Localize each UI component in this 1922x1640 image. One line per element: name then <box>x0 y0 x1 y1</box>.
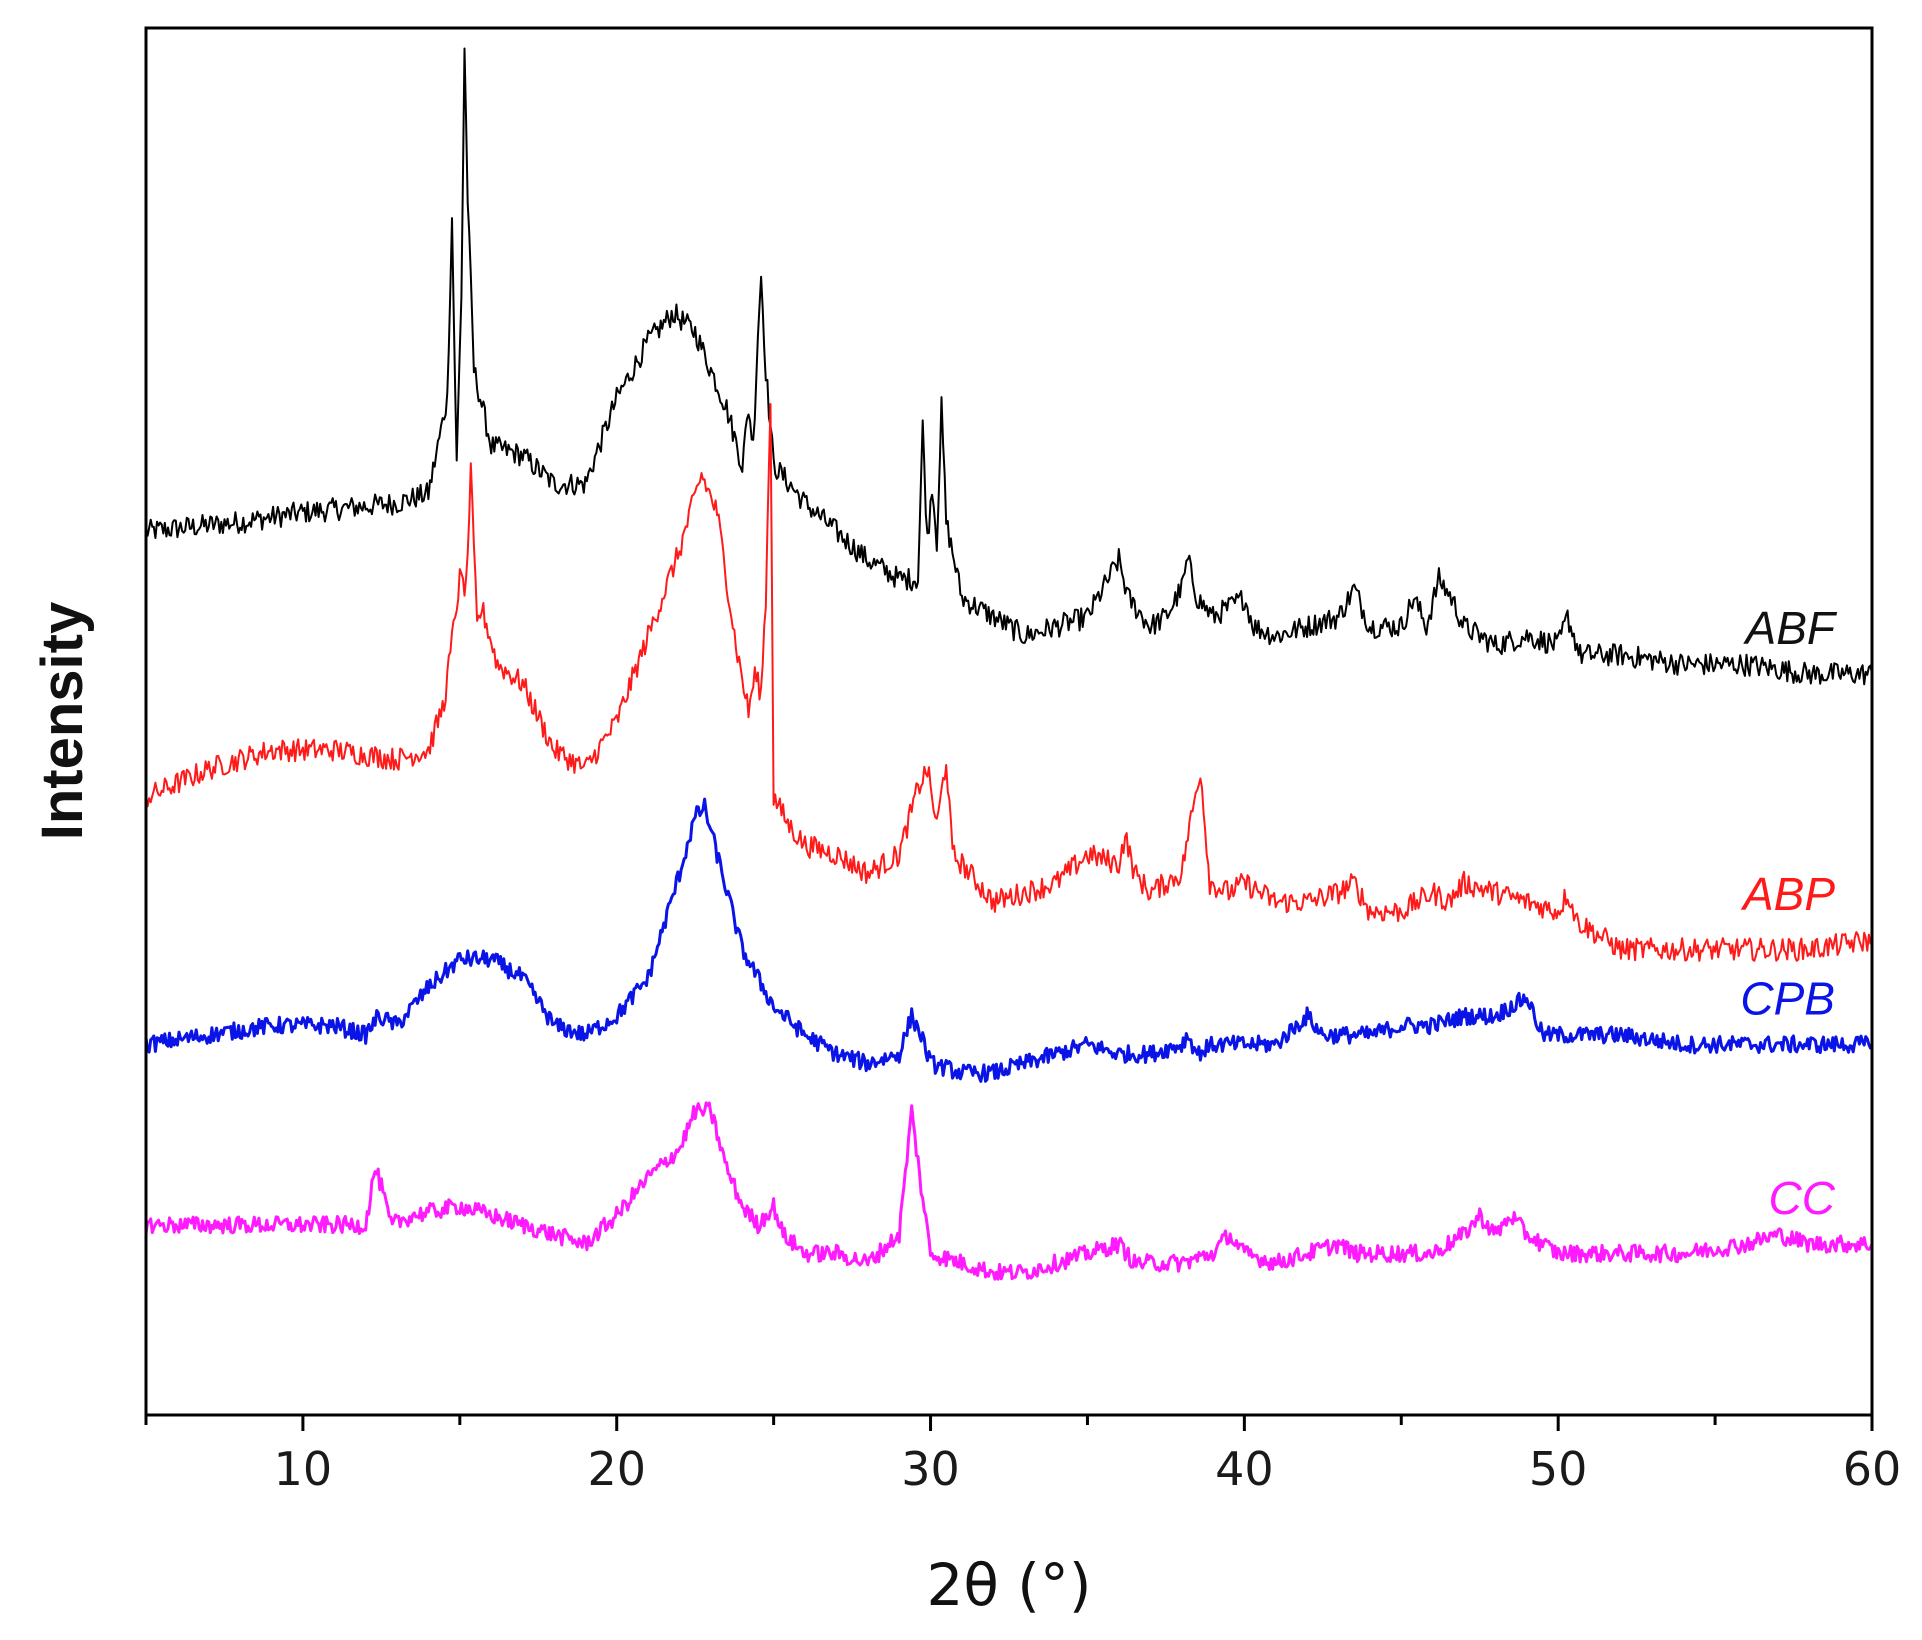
series-line-cc <box>144 1101 1874 1281</box>
x-tick-label: 40 <box>1215 1442 1274 1496</box>
series-label-cc: CC <box>1769 1172 1836 1224</box>
y-axis-title: Intensity <box>30 602 95 841</box>
series-label-cpb: CPB <box>1740 973 1835 1025</box>
plot-frame <box>144 26 1874 1417</box>
series-line-abp <box>145 403 1873 962</box>
series-line-cpb <box>144 797 1874 1083</box>
series-label-abp: ABP <box>1740 868 1835 920</box>
series-line-abf <box>145 47 1873 686</box>
x-tick-label: 30 <box>901 1442 960 1496</box>
series-traces <box>144 47 1874 1281</box>
series-label-abf: ABF <box>1743 602 1838 654</box>
x-tick-label: 60 <box>1843 1442 1902 1496</box>
x-axis-title: 2θ (°) <box>926 1551 1091 1619</box>
series-labels: ABF ABP CPB CC <box>1740 602 1838 1224</box>
x-tick-label: 20 <box>587 1442 646 1496</box>
x-tick-label: 50 <box>1529 1442 1588 1496</box>
x-tick-label: 10 <box>274 1442 333 1496</box>
x-axis: 10 20 30 40 50 60 <box>144 1415 1902 1496</box>
